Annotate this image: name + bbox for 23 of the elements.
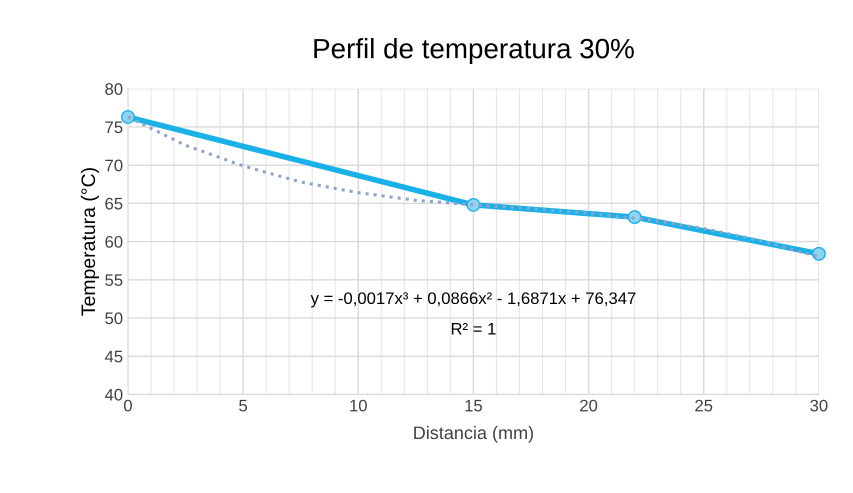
x-tick-label: 10 xyxy=(350,400,367,412)
annotation: y = -0,0017x³ + 0,0866x² - 1,6871x + 76,347 xyxy=(310,292,636,308)
y-tick-label: 60 xyxy=(105,236,122,248)
x-tick-label: 25 xyxy=(695,400,712,412)
y-tick-label: 75 xyxy=(105,122,122,134)
point xyxy=(121,110,135,124)
point xyxy=(812,246,826,261)
y-tick-label: 40 xyxy=(104,388,122,401)
y-axis-title: Temperatura (°C) xyxy=(80,168,99,316)
y-tick-label: 65 xyxy=(105,198,122,210)
x-tick-label: 0 xyxy=(124,400,132,412)
y-tick-label: 50 xyxy=(105,312,122,324)
x-tick-label: 30 xyxy=(810,400,828,412)
annotation: R² = 1 xyxy=(452,322,496,335)
y-tick-label: 55 xyxy=(105,274,122,286)
y-tick-label: 80 xyxy=(105,83,122,95)
y-tick-label: 45 xyxy=(104,350,122,362)
x-tick-label: 20 xyxy=(580,400,598,412)
x-axis-title: Distancia (mm) xyxy=(414,426,533,443)
chart-title: Perfil de temperatura 30% xyxy=(314,38,634,64)
y-tick-label: 70 xyxy=(105,160,122,172)
x-tick-label: 15 xyxy=(465,400,482,412)
x-tick-label: 5 xyxy=(239,400,248,412)
